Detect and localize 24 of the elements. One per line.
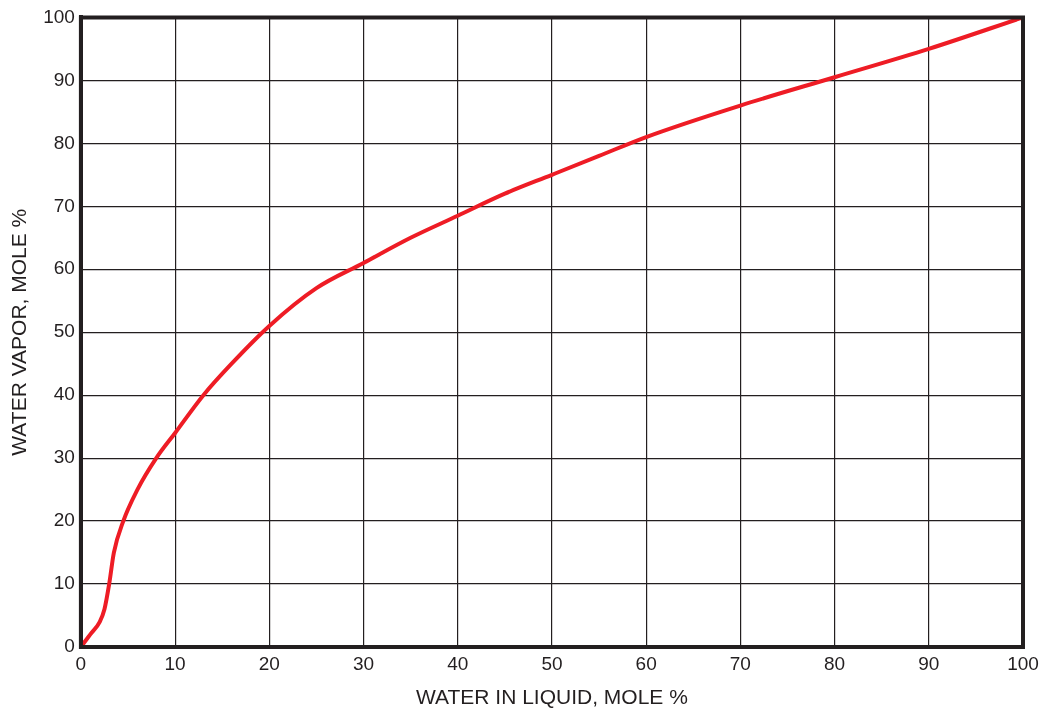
x-tick-label: 70: [729, 652, 751, 674]
y-tick-label: 70: [53, 194, 75, 216]
y-tick-label: 50: [53, 320, 75, 342]
x-tick-label: 30: [352, 652, 375, 674]
x-tick-label: 80: [824, 652, 846, 674]
x-tick-label: 90: [918, 652, 940, 674]
y-tick-label: 40: [53, 383, 75, 405]
y-tick-label: 90: [53, 68, 75, 90]
y-axis-title: WATER VAPOR, MOLE %: [7, 208, 31, 456]
x-tick-label: 10: [164, 652, 186, 674]
y-tick-label: 30: [53, 446, 75, 468]
y-tick-label: 10: [53, 572, 75, 594]
x-tick-label: 100: [1007, 652, 1039, 674]
y-tick-label: 80: [53, 131, 75, 153]
x-tick-label: 40: [447, 652, 469, 674]
line-series: [80, 17, 1023, 647]
y-tick-label: 100: [43, 5, 75, 27]
x-tick-label: 50: [541, 652, 563, 674]
x-tick-label: 60: [635, 652, 657, 674]
y-tick-label: 20: [53, 509, 75, 531]
x-axis-title: WATER IN LIQUID, MOLE %: [416, 685, 688, 709]
y-tick-label: 0: [64, 635, 75, 657]
x-tick-label: 20: [258, 652, 280, 674]
y-tick-label: 60: [53, 257, 75, 279]
